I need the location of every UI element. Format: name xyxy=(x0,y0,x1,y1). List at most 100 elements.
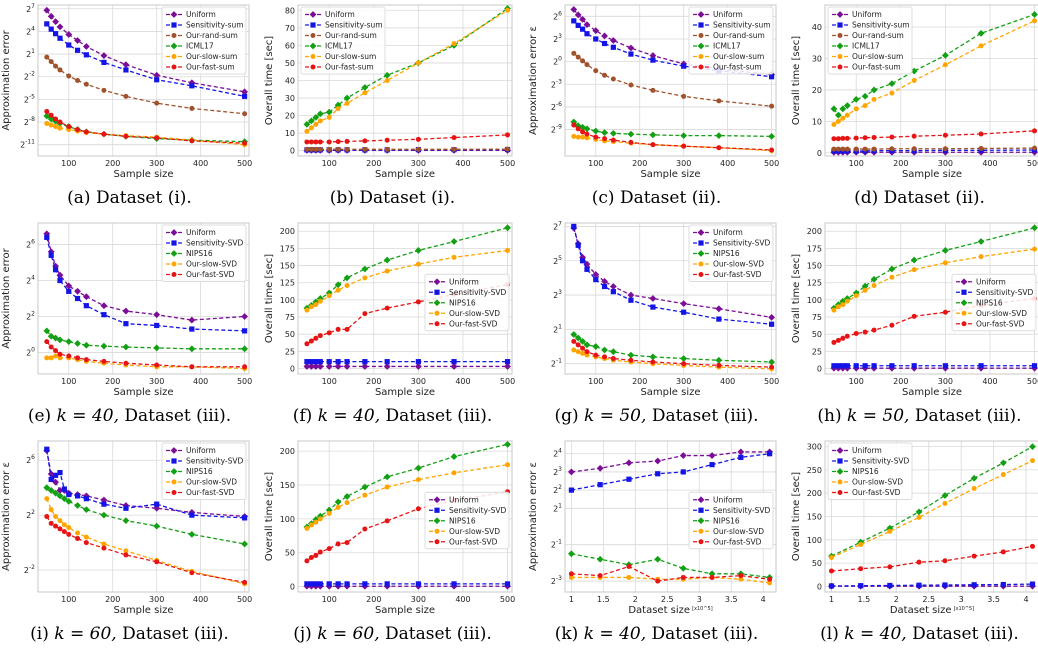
legend-label: Sensitivity-SVD xyxy=(976,288,1034,297)
data-point xyxy=(304,359,310,365)
y-tick-label: 40 xyxy=(285,77,295,86)
data-point xyxy=(649,52,657,59)
data-point xyxy=(48,252,54,258)
data-point xyxy=(303,363,311,370)
legend-marker xyxy=(961,321,967,327)
data-point xyxy=(47,487,55,494)
data-point xyxy=(344,359,350,365)
x-tick-label: 500 xyxy=(237,595,252,604)
data-point xyxy=(571,338,577,344)
chart-panel-0: 100 200 300 400 500 2-11 2-8 2-5 2-2 21 24 27 Sample… xyxy=(0,0,259,218)
legend-marker xyxy=(698,528,704,534)
y-tick-label: 2-5 xyxy=(24,93,35,104)
data-point xyxy=(48,122,54,128)
data-point xyxy=(628,51,634,57)
data-point xyxy=(308,581,314,587)
data-point xyxy=(579,15,586,23)
legend-label: Uniform xyxy=(713,495,743,504)
data-point xyxy=(575,342,581,348)
legend-label: NIPS16 xyxy=(713,249,740,258)
data-layer xyxy=(570,223,776,372)
chart-11: 1 1.5 2 2.5 3 3.5 4 0 50 100 150 200 250 300 Dataset s… xyxy=(791,440,1038,616)
caption-k: k = 50, xyxy=(584,406,652,426)
data-point xyxy=(579,337,586,345)
panel-caption: (a) Dataset (i). xyxy=(0,188,259,208)
legend-label: Our-rand-sum xyxy=(852,31,904,40)
legend-marker xyxy=(837,490,843,495)
legend-label: Our-slow-SVD xyxy=(713,527,764,536)
y-tick-label: 40 xyxy=(812,23,822,32)
data-point xyxy=(100,511,108,519)
series-line-our-fast-svd xyxy=(46,341,245,368)
series-line-our-slow-svd xyxy=(46,498,245,585)
y-tick-label: 27 xyxy=(553,220,562,231)
caption-k: k = 60, xyxy=(317,624,385,644)
data-layer xyxy=(43,230,249,372)
data-point xyxy=(871,134,877,140)
data-point xyxy=(304,558,310,564)
caption-label: (j) xyxy=(293,624,318,644)
data-point xyxy=(66,524,72,530)
x-tick-label: 3.5 xyxy=(987,595,1000,604)
y-tick-label: 23 xyxy=(553,466,562,477)
legend-label: Our-fast-SVD xyxy=(976,319,1025,328)
data-point xyxy=(43,6,51,14)
legend-label: Uniform xyxy=(186,10,216,19)
data-point xyxy=(48,344,54,350)
y-tick-label: 21 xyxy=(26,48,35,59)
data-point xyxy=(74,502,81,509)
data-point xyxy=(415,60,421,66)
data-point xyxy=(383,363,391,370)
y-tick-label: 26 xyxy=(26,239,35,250)
data-point xyxy=(575,134,581,140)
data-point xyxy=(1030,543,1036,549)
data-point xyxy=(871,327,877,333)
data-point xyxy=(66,353,72,359)
caption-k: k = 40, xyxy=(583,624,652,644)
legend-marker xyxy=(434,539,440,545)
data-point xyxy=(313,121,319,127)
data-point xyxy=(601,40,608,47)
y-tick-label: 0 xyxy=(817,365,822,374)
plot-frame xyxy=(297,222,513,375)
series-line-nips16 xyxy=(831,446,1033,557)
caption-label: (c) xyxy=(591,188,620,208)
data-point xyxy=(44,496,50,502)
data-point xyxy=(415,136,421,142)
data-point xyxy=(592,27,600,35)
y-tick-label: 21 xyxy=(553,323,562,334)
data-point xyxy=(101,541,107,547)
data-point xyxy=(887,528,893,534)
data-point xyxy=(831,146,837,152)
x-tick-label: 300 xyxy=(411,595,426,604)
legend-label: NIPS16 xyxy=(852,467,879,476)
series-line-sensitivity-svd xyxy=(831,583,1033,587)
data-point xyxy=(844,112,850,118)
legend-label: Our-fast-SVD xyxy=(449,537,498,546)
data-point xyxy=(708,570,716,578)
y-tick-label: 300 xyxy=(807,443,822,452)
panel-caption: (b) Dataset (i). xyxy=(263,188,522,208)
data-point xyxy=(154,100,160,106)
data-point xyxy=(154,362,160,368)
legend-label: Uniform xyxy=(325,10,355,19)
x-axis-label: Sample size xyxy=(640,387,700,398)
legend-marker xyxy=(434,528,440,534)
data-point xyxy=(853,146,859,152)
data-point xyxy=(767,576,773,582)
legend-marker xyxy=(310,22,316,28)
data-point xyxy=(384,305,390,311)
data-point xyxy=(649,295,657,302)
data-point xyxy=(769,147,775,153)
data-point xyxy=(415,581,421,587)
legend-marker xyxy=(836,42,844,50)
data-point xyxy=(916,582,922,588)
data-point xyxy=(650,57,656,63)
data-point xyxy=(344,540,350,546)
data-point xyxy=(844,363,850,369)
data-point xyxy=(344,581,350,587)
y-axis-label: Overall time [sec] xyxy=(791,36,802,125)
x-axis-label: Sample size xyxy=(902,387,962,398)
data-point xyxy=(862,146,868,152)
